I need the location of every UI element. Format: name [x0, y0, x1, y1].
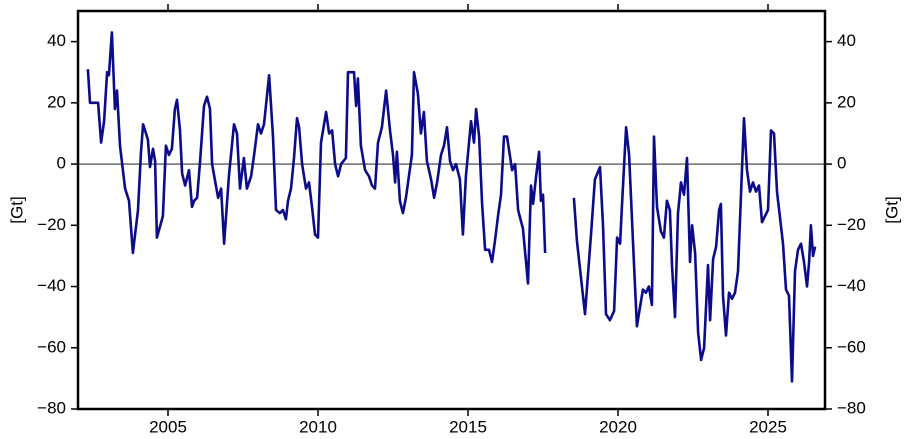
y2-tick-label: −20: [837, 215, 866, 234]
y2-tick-label: −60: [837, 337, 866, 356]
y2-axis-label: [Gt]: [882, 196, 901, 223]
y2-tick-label: −40: [837, 276, 866, 295]
x-tick-label: 2015: [449, 417, 487, 436]
plot-frame: [76, 9, 827, 411]
y-tick-label: −60: [37, 337, 66, 356]
y2-tick-label: −80: [837, 398, 866, 417]
y-tick-label: 40: [47, 31, 66, 50]
y2-tick-label: 0: [837, 154, 846, 173]
y-tick-label: 20: [47, 92, 66, 111]
data-line: [86, 31, 817, 383]
y2-tick-label: 40: [837, 31, 856, 50]
y2-tick-label: 20: [837, 92, 856, 111]
y-tick-label: −80: [37, 398, 66, 417]
x-tick-label: 2025: [749, 417, 787, 436]
y-tick-label: 0: [57, 154, 66, 173]
x-tick-label: 2020: [599, 417, 637, 436]
y-tick-label: −40: [37, 276, 66, 295]
y-axis-label: [Gt]: [7, 196, 26, 223]
x-tick-label: 2010: [299, 417, 337, 436]
x-tick-label: 2005: [149, 417, 187, 436]
y-tick-label: −20: [37, 215, 66, 234]
